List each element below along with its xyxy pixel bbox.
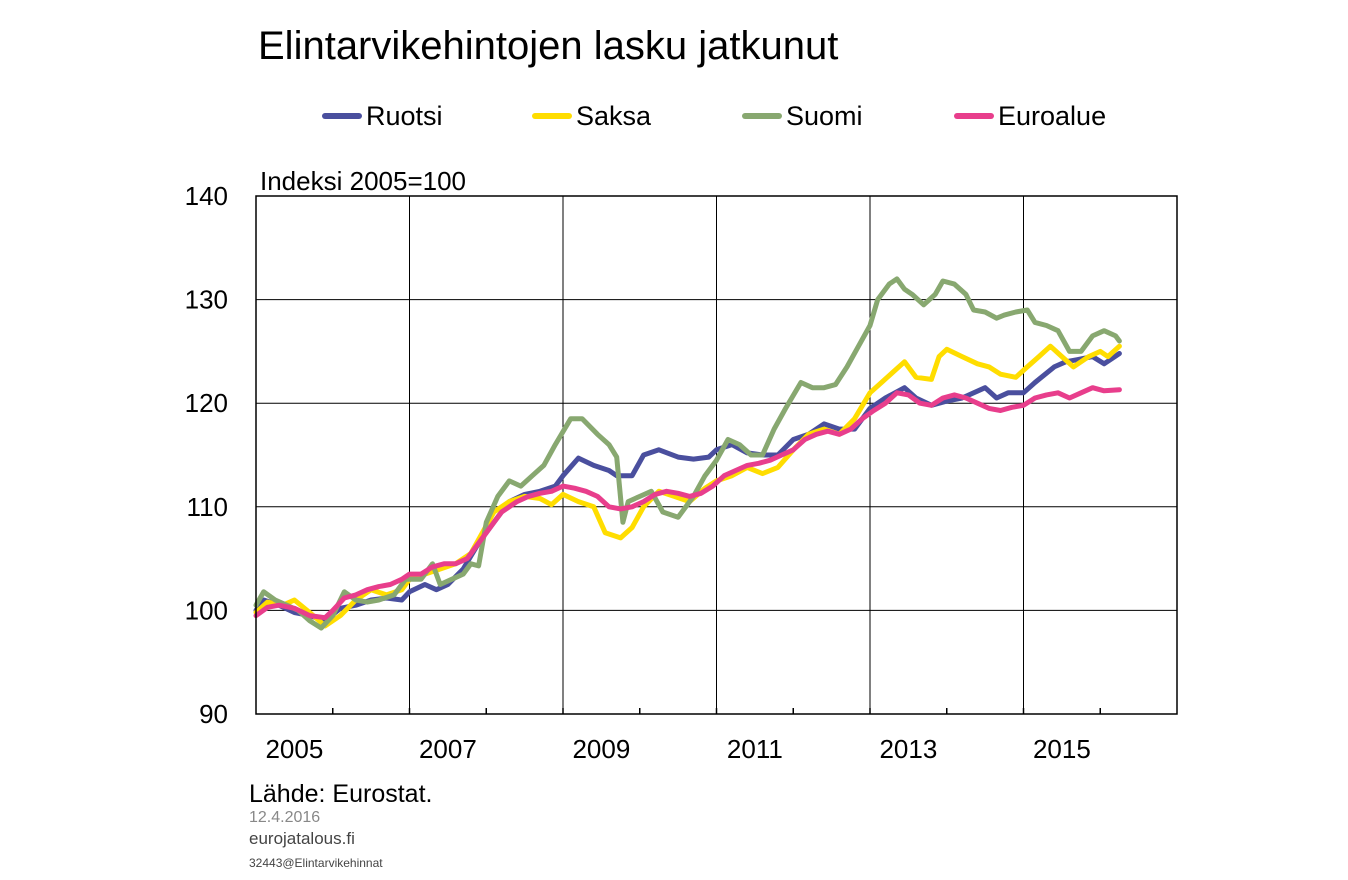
legend-label-euroalue: Euroalue	[998, 100, 1107, 131]
plot-frame	[255, 195, 1178, 715]
site-name: eurojatalous.fi	[249, 829, 355, 848]
legend-label-suomi: Suomi	[786, 100, 863, 131]
y-axis-unit-label: Indeksi 2005=100	[260, 166, 467, 196]
y-tick-label: 110	[187, 492, 228, 522]
x-tick-label: 2013	[879, 734, 937, 764]
x-tick-label: 2007	[419, 734, 477, 764]
x-tick-label: 2015	[1033, 734, 1091, 764]
legend-item-euroalue: Euroalue	[954, 100, 1106, 132]
chart-title: Elintarvikehintojen lasku jatkunut	[258, 24, 839, 68]
y-tick-label: 140	[185, 181, 228, 211]
legend-swatch-suomi	[742, 113, 782, 119]
legend-swatch-ruotsi	[322, 113, 362, 119]
x-tick-label: 2009	[572, 734, 630, 764]
legend-label-saksa: Saksa	[576, 100, 652, 131]
legend-swatch-euroalue	[954, 113, 994, 119]
legend-item-suomi: Suomi	[742, 100, 863, 132]
y-tick-label: 100	[185, 595, 228, 625]
source-note: Lähde: Eurostat.	[249, 780, 433, 808]
x-tick-label: 2011	[727, 734, 783, 764]
x-tick-label: 2005	[265, 734, 323, 764]
legend-swatch-saksa	[532, 113, 572, 119]
legend-item-saksa: Saksa	[532, 100, 651, 132]
series-line-euroalue	[253, 385, 1122, 621]
series-line-ruotsi	[253, 351, 1122, 624]
legend-label-ruotsi: Ruotsi	[366, 100, 443, 131]
y-tick-label: 120	[185, 388, 228, 418]
legend-item-ruotsi: Ruotsi	[322, 100, 443, 132]
publish-date: 12.4.2016	[249, 809, 321, 826]
chart-code: 32443@Elintarvikehinnat	[249, 856, 383, 870]
y-tick-label: 130	[185, 285, 228, 315]
series-line-suomi	[253, 276, 1122, 631]
y-tick-label: 90	[199, 699, 228, 729]
